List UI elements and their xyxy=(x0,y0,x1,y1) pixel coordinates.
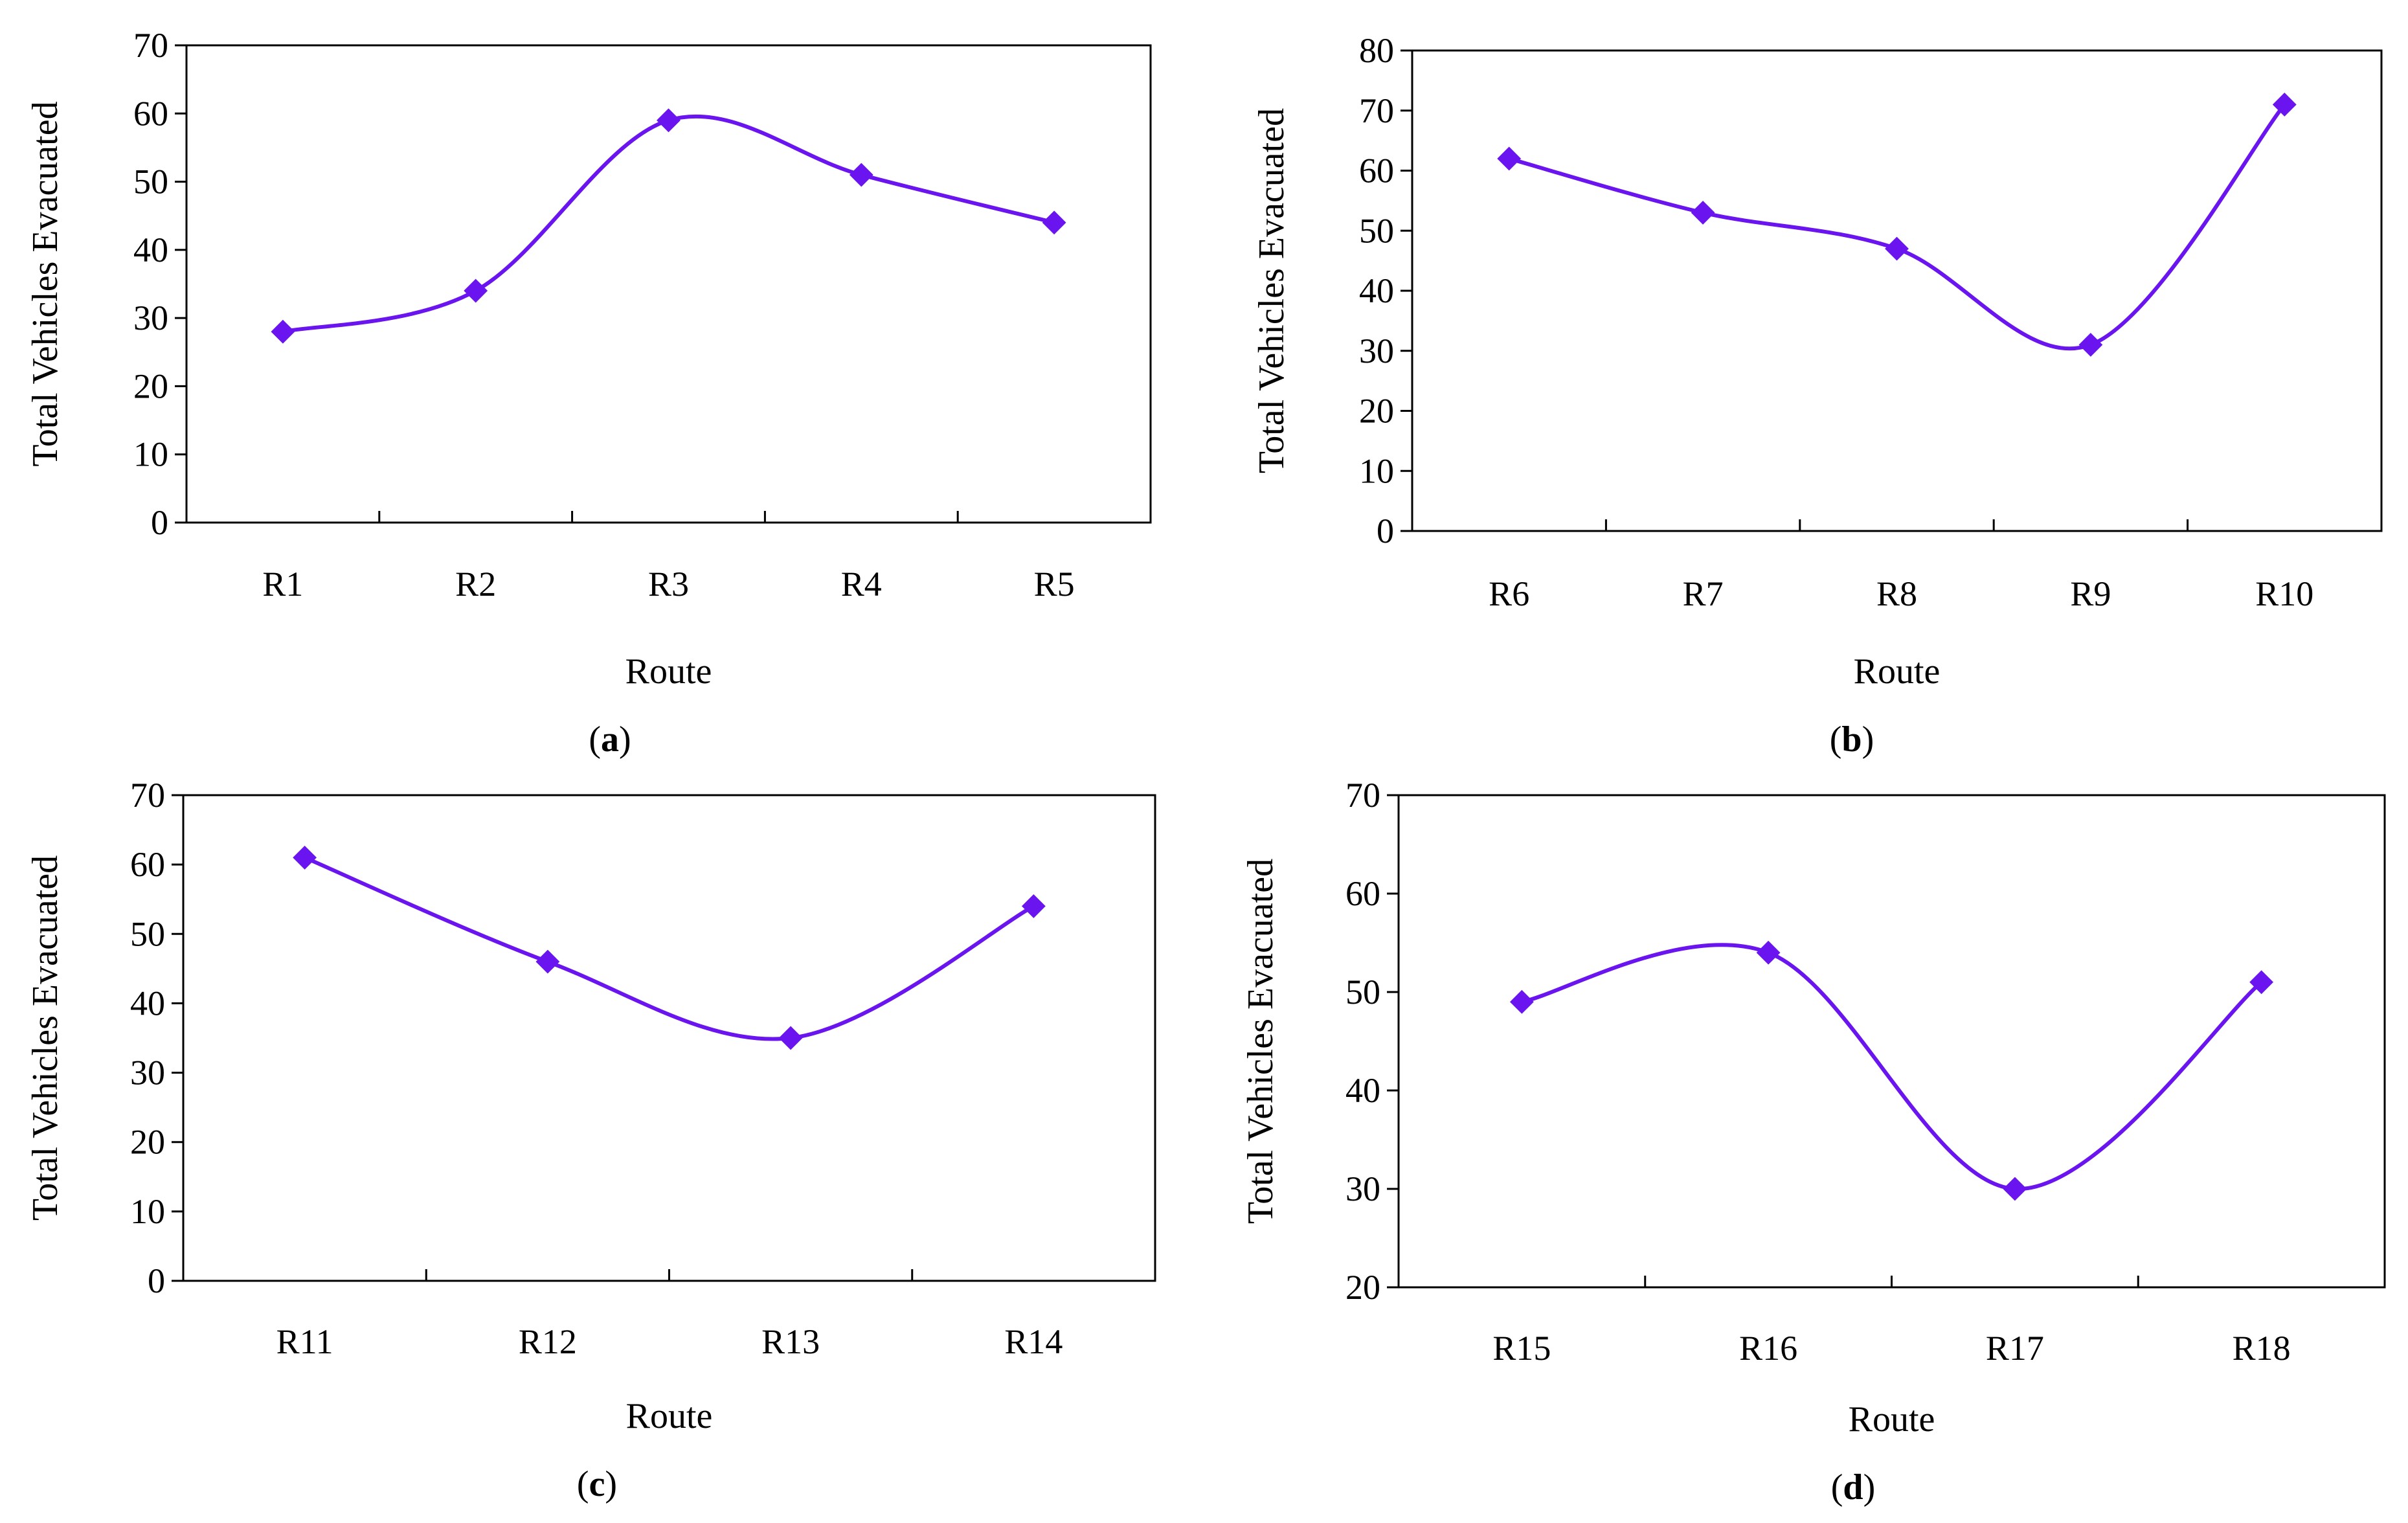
chart-panel-c: 0 10 20 30 40 50 60 70 R11 R12 R13 R14 Route Total Ve… xyxy=(25,776,1156,1504)
y-tick-label: 0 xyxy=(1377,512,1394,550)
y-tick-label: 40 xyxy=(1345,1071,1380,1110)
y-tick-label: 20 xyxy=(133,367,168,405)
panel-letter: c xyxy=(589,1464,605,1504)
y-tick-label: 20 xyxy=(1359,392,1394,431)
x-axis-title: Route xyxy=(626,1396,713,1436)
x-tick-label: R4 xyxy=(841,565,882,604)
y-tick-label: 40 xyxy=(130,984,165,1022)
data-point-marker xyxy=(2003,1177,2027,1201)
plot-frame xyxy=(185,44,1152,524)
data-point-marker xyxy=(464,278,488,303)
data-point-marker xyxy=(1885,236,1909,261)
data-point-marker xyxy=(535,949,560,974)
x-tick-label: R18 xyxy=(2233,1329,2291,1368)
y-tick-label: 20 xyxy=(130,1123,165,1162)
data-point-marker xyxy=(657,108,681,133)
y-tick-label: 20 xyxy=(1345,1268,1380,1307)
series-line xyxy=(1508,103,2286,351)
x-tick-label: R5 xyxy=(1034,565,1075,604)
y-tick-label: 30 xyxy=(1345,1169,1380,1208)
plot-frame xyxy=(1411,49,2383,532)
y-tick-label: 50 xyxy=(133,163,168,201)
y-tick-label: 40 xyxy=(1359,271,1394,310)
chart-panel-b: 0 10 20 30 40 50 60 70 80 R6 R7 R8 R9 R10 Route Total V… xyxy=(1252,31,2383,760)
y-tick-label: 70 xyxy=(1359,91,1394,130)
x-tick-label: R6 xyxy=(1489,574,1529,613)
y-axis-title: Total Vehicles Evacuated xyxy=(1241,859,1281,1224)
plot-frame xyxy=(1397,794,2386,1289)
y-tick-label: 0 xyxy=(151,503,168,542)
y-tick-label: 60 xyxy=(130,845,165,884)
x-tick-label: R17 xyxy=(1986,1329,2044,1368)
y-tick-label: 50 xyxy=(1359,211,1394,250)
chart-panel-d: 20 30 40 50 60 70 R15 R16 R17 R18 Route Total Vehic… xyxy=(1241,776,2386,1507)
x-tick-label: R7 xyxy=(1683,574,1724,613)
series-line xyxy=(1521,943,2263,1191)
data-point-marker xyxy=(1042,210,1066,235)
y-tick-label: 30 xyxy=(130,1054,165,1092)
y-tick-label: 10 xyxy=(1359,451,1394,490)
data-point-marker xyxy=(1509,989,1534,1014)
x-tick-label: R14 xyxy=(1004,1322,1063,1361)
chart-panel-a: 0 10 20 30 40 50 60 70 R1 R2 R3 R4 R5 Route Total Vehi… xyxy=(25,26,1152,760)
x-axis-title: Route xyxy=(1849,1399,1935,1439)
data-point-marker xyxy=(2272,93,2297,117)
y-tick-label: 50 xyxy=(1345,973,1380,1011)
y-tick-label: 80 xyxy=(1359,31,1394,70)
y-axis-title: Total Vehicles Evacuated xyxy=(25,855,65,1221)
y-tick-label: 60 xyxy=(1359,152,1394,190)
panel-caption: (a) xyxy=(589,719,631,760)
x-axis-title: Route xyxy=(1854,651,1941,692)
y-tick-label: 30 xyxy=(1359,332,1394,370)
data-point-marker xyxy=(1756,940,1781,965)
data-point-marker xyxy=(1691,201,1715,225)
data-point-marker xyxy=(271,319,295,344)
y-tick-label: 50 xyxy=(130,914,165,953)
x-tick-label: R8 xyxy=(1876,574,1917,613)
data-point-marker xyxy=(778,1026,803,1050)
panel-caption: (b) xyxy=(1830,719,1874,760)
x-tick-label: R15 xyxy=(1492,1329,1551,1368)
data-point-marker xyxy=(1021,894,1046,918)
x-tick-label: R2 xyxy=(455,565,496,604)
x-tick-label: R13 xyxy=(761,1322,820,1361)
y-tick-label: 40 xyxy=(133,231,168,269)
x-tick-label: R10 xyxy=(2255,574,2313,613)
y-axis-title: Total Vehicles Evacuated xyxy=(1252,108,1292,473)
series-line xyxy=(282,114,1055,334)
panel-caption: (c) xyxy=(577,1464,617,1504)
data-point-marker xyxy=(293,846,317,870)
x-tick-label: R16 xyxy=(1739,1329,1797,1368)
y-tick-label: 70 xyxy=(130,776,165,815)
x-tick-label: R9 xyxy=(2070,574,2111,613)
panel-caption: (d) xyxy=(1831,1467,1875,1507)
y-tick-label: 70 xyxy=(1345,776,1380,815)
panel-letter: d xyxy=(1843,1467,1863,1507)
x-axis-title: Route xyxy=(625,651,712,692)
x-tick-label: R12 xyxy=(519,1322,577,1361)
panel-letter: a xyxy=(601,719,619,760)
y-tick-label: 10 xyxy=(133,435,168,474)
y-tick-label: 0 xyxy=(148,1261,165,1300)
y-axis-title: Total Vehicles Evacuated xyxy=(25,101,65,466)
data-point-marker xyxy=(849,163,873,187)
x-tick-label: R3 xyxy=(648,565,689,604)
y-tick-label: 60 xyxy=(133,94,168,133)
x-tick-label: R11 xyxy=(276,1322,333,1361)
y-tick-label: 30 xyxy=(133,299,168,337)
data-point-marker xyxy=(2249,970,2274,995)
data-point-marker xyxy=(1497,146,1522,171)
panel-letter: b xyxy=(1841,719,1862,760)
y-tick-label: 70 xyxy=(133,26,168,65)
x-tick-label: R1 xyxy=(262,565,303,604)
y-tick-label: 10 xyxy=(130,1192,165,1231)
data-point-marker xyxy=(2078,333,2103,357)
y-tick-label: 60 xyxy=(1345,874,1380,913)
series-line xyxy=(304,855,1035,1041)
